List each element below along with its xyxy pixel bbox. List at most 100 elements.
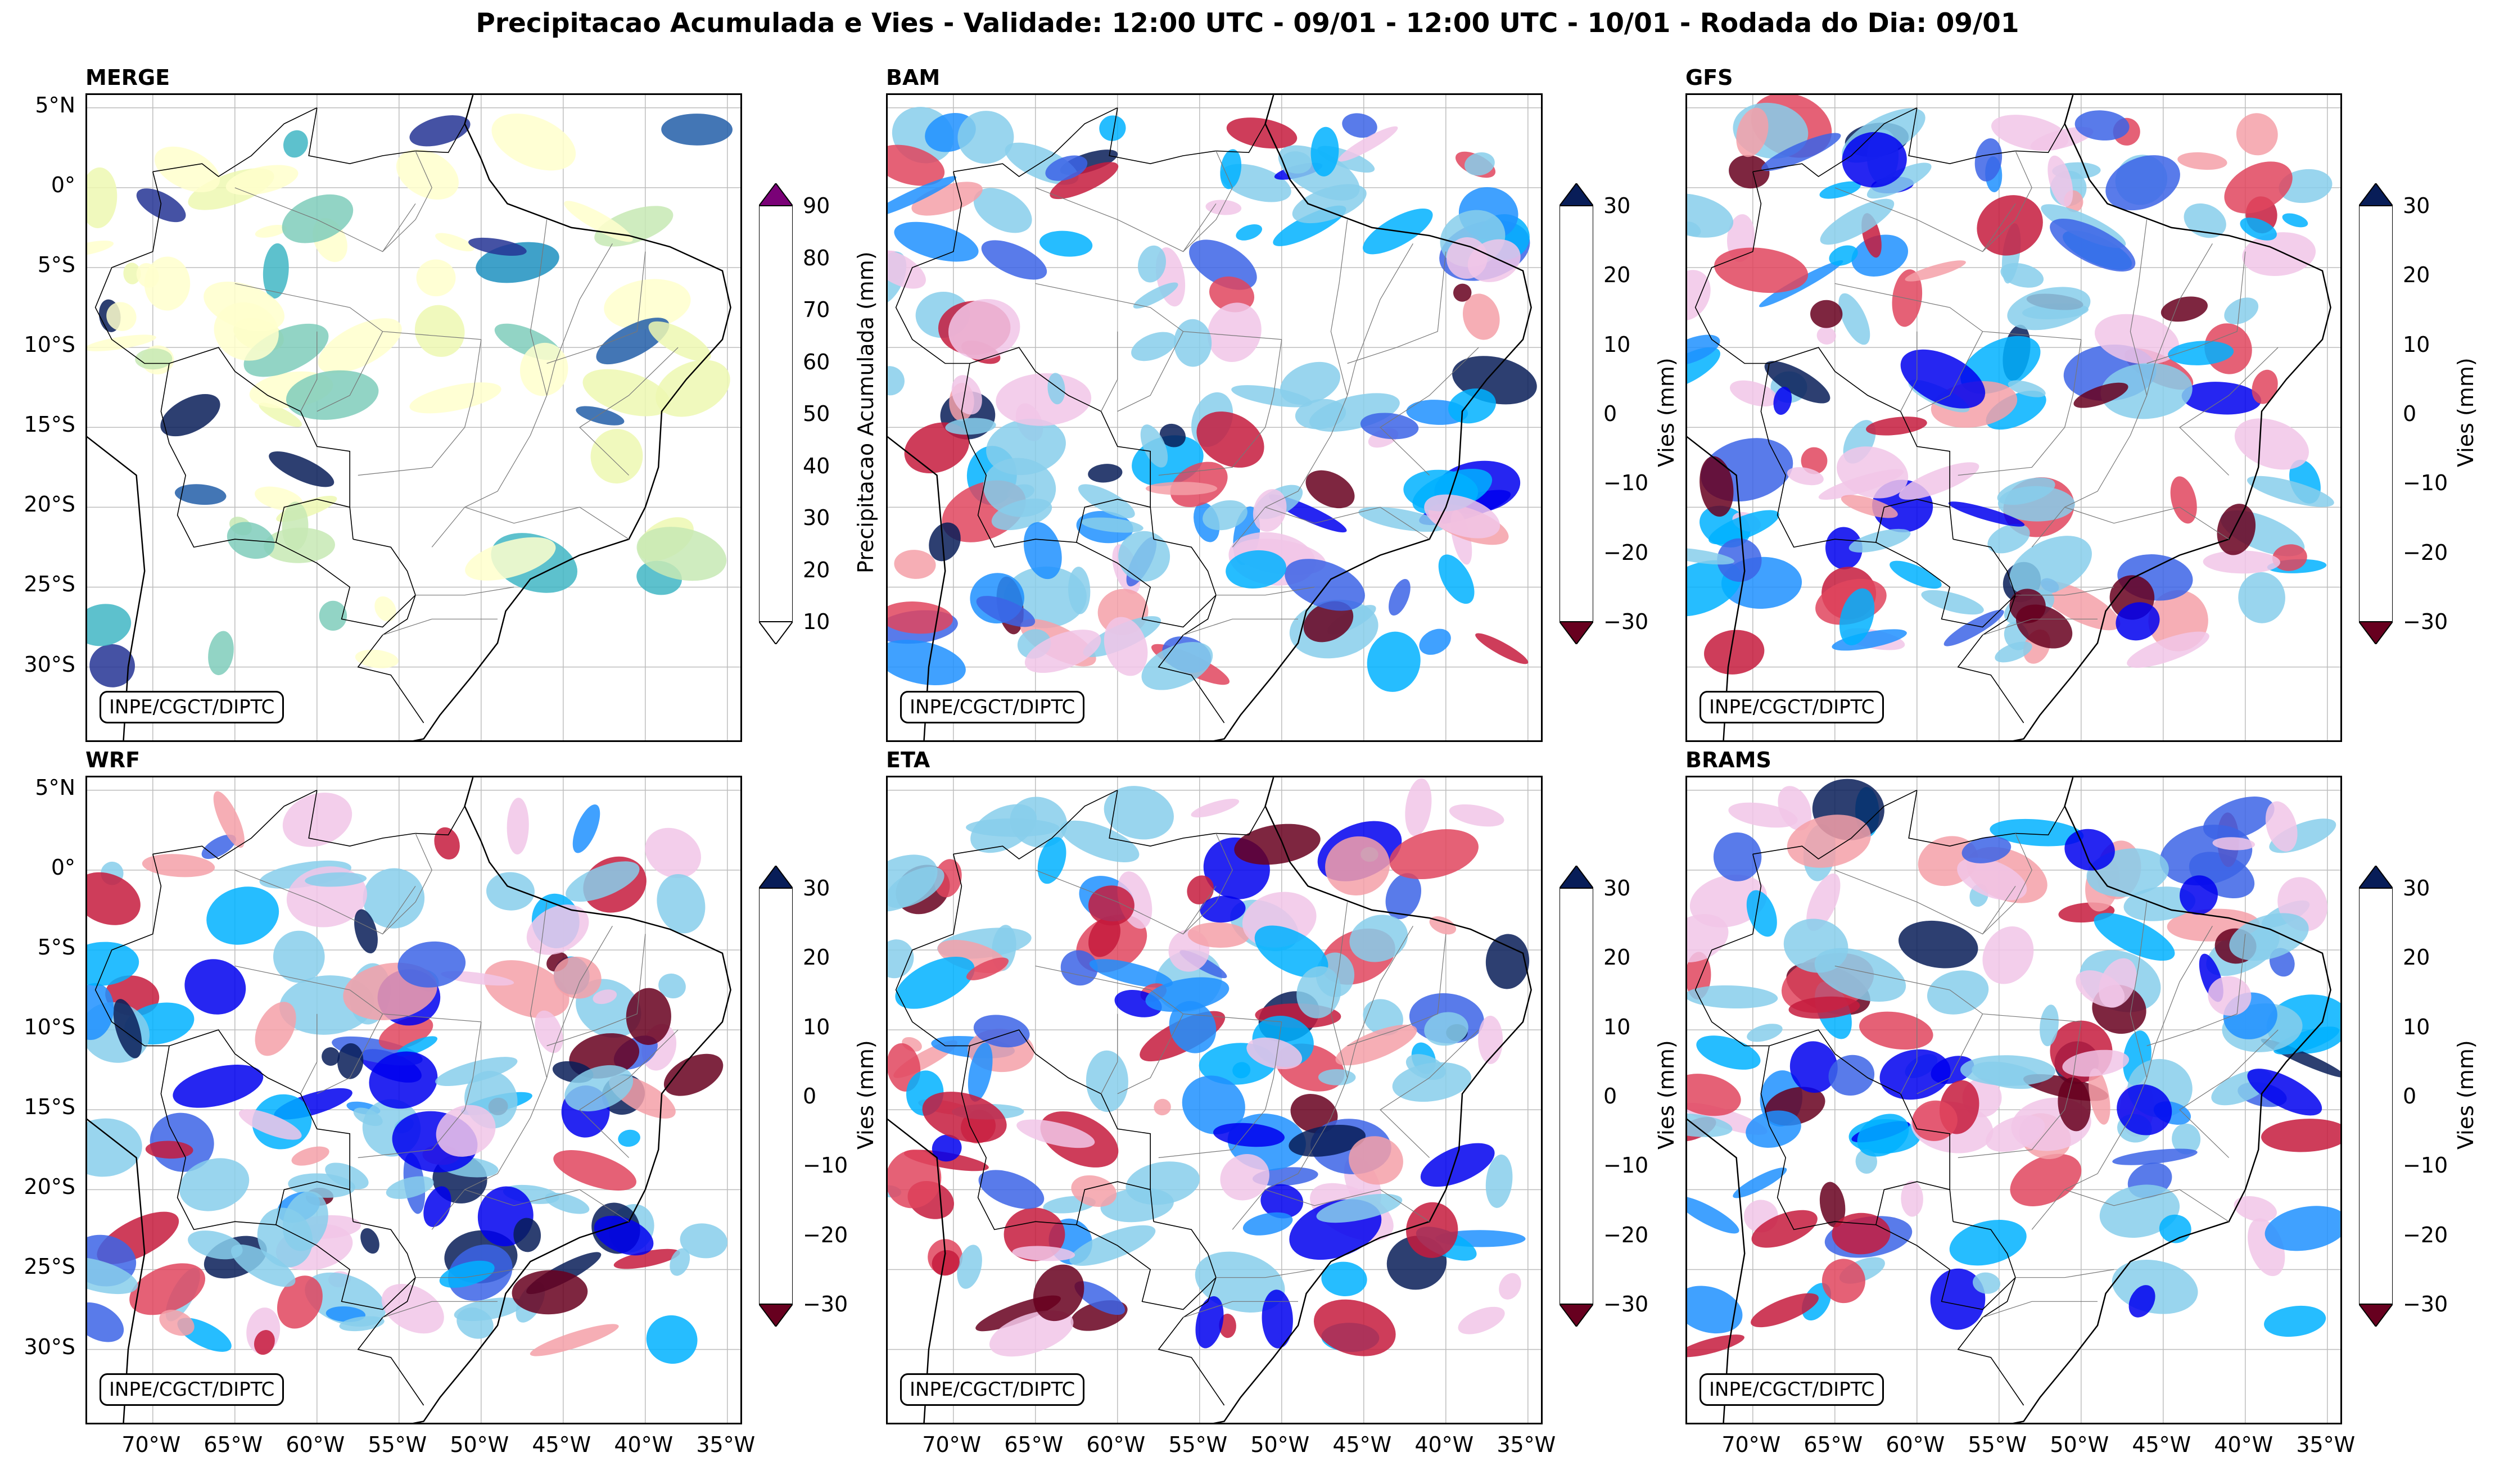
state-border bbox=[382, 618, 498, 636]
state-border bbox=[546, 925, 613, 1078]
state-border bbox=[1158, 339, 1282, 476]
state-border bbox=[1380, 1029, 1479, 1158]
colorbar-tick-label: 10 bbox=[2403, 332, 2430, 357]
state-border bbox=[1834, 187, 2016, 252]
colorbar-extend-min bbox=[1558, 1304, 1594, 1328]
latitude-tick-label: 5°N bbox=[35, 775, 75, 800]
state-border bbox=[1035, 870, 1217, 935]
latitude-tick-label: 5°S bbox=[37, 252, 75, 277]
state-border bbox=[1347, 925, 1413, 1078]
state-border bbox=[1347, 243, 1413, 396]
credit-label: INPE/CGCT/DIPTC bbox=[100, 691, 284, 723]
colorbar-extend-min bbox=[758, 621, 794, 645]
east-coastline bbox=[1213, 95, 1532, 740]
state-border bbox=[234, 870, 416, 935]
colorbar-tick-label: 10 bbox=[803, 609, 830, 634]
state-border bbox=[431, 506, 629, 548]
longitude-tick-label: 55°W bbox=[1168, 1432, 1228, 1457]
state-border bbox=[2179, 1029, 2279, 1158]
west-coastline bbox=[888, 1118, 946, 1423]
colorbar-label: Vies (mm) bbox=[853, 1039, 878, 1150]
state-border bbox=[300, 1014, 318, 1094]
state-border bbox=[317, 1014, 383, 1094]
state-border bbox=[1101, 331, 1118, 412]
state-border bbox=[1834, 965, 2081, 1022]
precipitation-field bbox=[87, 114, 733, 687]
boundaries bbox=[888, 777, 1532, 1423]
latitude-tick-label: 25°S bbox=[24, 572, 75, 597]
state-border bbox=[1232, 506, 1430, 548]
state-border bbox=[358, 1021, 482, 1159]
east-coastline bbox=[2013, 95, 2331, 740]
longitude-tick-label: 55°W bbox=[368, 1432, 427, 1457]
colorbar-tick-label: −30 bbox=[1603, 609, 1649, 634]
colorbar-extend-max bbox=[1558, 182, 1594, 206]
state-border bbox=[1900, 331, 1918, 412]
colorbar-tick-label: −10 bbox=[2403, 1153, 2448, 1178]
colorbar-label: Vies (mm) bbox=[2453, 1039, 2478, 1150]
country-border bbox=[969, 1029, 1154, 1222]
colorbar-tick-label: 30 bbox=[1603, 876, 1631, 901]
country-border bbox=[94, 171, 169, 364]
state-border bbox=[1958, 339, 2082, 476]
boundaries bbox=[888, 95, 1532, 740]
colorbar-tick-label: 30 bbox=[2403, 193, 2430, 218]
colorbar-tick-label: 20 bbox=[2403, 263, 2430, 288]
colorbar-tick-label: 0 bbox=[803, 1084, 817, 1109]
state-border bbox=[1982, 151, 2032, 252]
panel-title-eta: ETA bbox=[886, 748, 930, 772]
state-border bbox=[1183, 151, 1233, 252]
panel-title-bam: BAM bbox=[886, 65, 941, 90]
bias-colorbar bbox=[2358, 182, 2394, 645]
state-border bbox=[1982, 1301, 2098, 1318]
state-border bbox=[1216, 586, 1315, 596]
bias-field bbox=[1687, 95, 2334, 675]
state-border bbox=[1982, 833, 2032, 935]
state-border bbox=[2015, 1269, 2114, 1278]
longitude-tick-label: 70°W bbox=[1721, 1432, 1781, 1457]
state-border bbox=[234, 283, 481, 340]
state-border bbox=[1117, 1014, 1184, 1094]
country-border bbox=[169, 1029, 354, 1222]
longitude-tick-label: 45°W bbox=[1332, 1432, 1392, 1457]
colorbar-label: Vies (mm) bbox=[2453, 357, 2478, 467]
state-border bbox=[2146, 934, 2246, 1047]
country-border bbox=[1076, 542, 1217, 628]
country-border bbox=[1875, 542, 2016, 628]
state-border bbox=[1958, 1021, 2082, 1159]
colorbar-extend-max bbox=[2358, 182, 2394, 206]
country-border bbox=[1760, 1046, 1950, 1230]
credit-label: INPE/CGCT/DIPTC bbox=[900, 1373, 1085, 1406]
precip-colorbar bbox=[758, 182, 794, 645]
country-border bbox=[1076, 1224, 1217, 1310]
country-border bbox=[152, 789, 318, 859]
gridlines bbox=[87, 95, 740, 740]
state-border bbox=[1917, 1014, 1983, 1094]
bias-field bbox=[87, 791, 728, 1364]
colorbar-tick-label: −30 bbox=[1603, 1292, 1649, 1316]
latitude-tick-label: 5°N bbox=[35, 92, 75, 117]
colorbar-tick-label: −20 bbox=[1603, 1222, 1649, 1247]
country-border bbox=[152, 107, 318, 177]
country-border bbox=[160, 363, 350, 548]
state-border bbox=[1101, 1014, 1118, 1094]
colorbar-tick-label: 20 bbox=[2403, 945, 2430, 970]
colorbar-tick-label: 10 bbox=[2403, 1014, 2430, 1039]
colorbar-extend-min bbox=[1558, 621, 1594, 645]
colorbar-label: Vies (mm) bbox=[1654, 1039, 1679, 1150]
panel-title-wrf: WRF bbox=[85, 748, 141, 772]
country-border bbox=[275, 542, 416, 628]
state-border bbox=[382, 1301, 498, 1318]
state-border bbox=[1834, 283, 2081, 340]
state-border bbox=[2179, 347, 2279, 476]
bias-field bbox=[888, 107, 1537, 692]
boundaries bbox=[1687, 777, 2331, 1423]
colorbar-extend-max bbox=[1558, 865, 1594, 889]
east-coastline bbox=[413, 777, 731, 1423]
country-border bbox=[169, 347, 354, 540]
state-border bbox=[1834, 870, 2016, 935]
credit-label: INPE/CGCT/DIPTC bbox=[100, 1373, 284, 1406]
longitude-tick-label: 40°W bbox=[1414, 1432, 1474, 1457]
colorbar-tick-label: 50 bbox=[803, 401, 830, 426]
colorbar-tick-label: 30 bbox=[1603, 193, 1631, 218]
